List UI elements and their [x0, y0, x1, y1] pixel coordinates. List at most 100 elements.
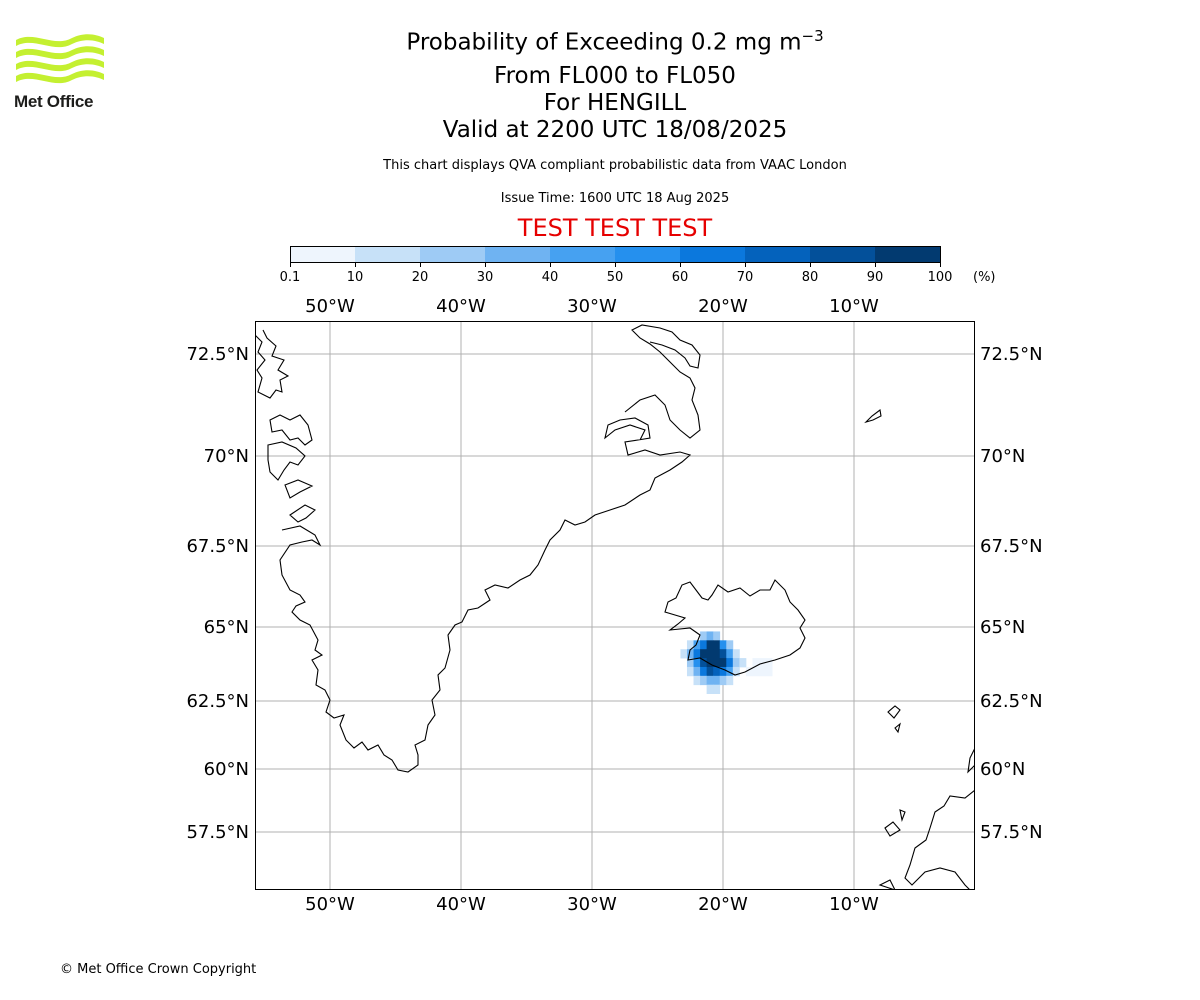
probability-cell: [726, 649, 734, 659]
logo-text: Met Office: [14, 92, 94, 111]
probability-cell: [693, 658, 701, 668]
probability-cell: [713, 675, 721, 686]
colorbar-cell: [745, 246, 811, 263]
probability-cell: [745, 666, 753, 677]
probability-cell: [686, 649, 694, 659]
flight-level-range: From FL000 to FL050: [494, 63, 736, 89]
probability-cell: [706, 684, 714, 694]
colorbar-tick-label: 0.1: [279, 270, 301, 285]
probability-cell: [700, 666, 708, 677]
probability-cell: [700, 675, 708, 686]
latitude-label: 67.5°N: [186, 536, 249, 557]
chart-title-exponent: −3: [801, 27, 824, 45]
probability-cell: [732, 649, 740, 659]
probability-cell: [700, 658, 708, 668]
latitude-label: 57.5°N: [186, 822, 249, 843]
probability-cell: [765, 658, 773, 668]
probability-cell: [759, 666, 766, 677]
colorbar-cell: [290, 246, 356, 263]
map-frame: [255, 321, 975, 890]
probability-cell: [706, 649, 714, 659]
faroe-coastline: [887, 705, 901, 734]
colorbar-cell: [615, 246, 681, 263]
probability-cell: [732, 666, 740, 677]
probability-cell: [719, 640, 727, 650]
chart-title-text: Probability of Exceeding 0.2 mg m: [406, 29, 802, 56]
longitude-label: 40°W: [436, 894, 486, 915]
probability-cell: [759, 658, 766, 668]
colorbar-tick-label: 10: [346, 270, 364, 285]
probability-cell: [713, 649, 721, 659]
probability-cell: [706, 675, 714, 686]
latitude-label: 60°N: [980, 759, 1025, 780]
longitude-label: 20°W: [698, 296, 748, 317]
greenland-coastline: [255, 324, 701, 773]
longitude-label: 30°W: [567, 296, 617, 317]
colorbar: [290, 246, 941, 267]
longitude-label: 50°W: [305, 894, 355, 915]
colorbar-tick-label: 90: [866, 270, 884, 285]
colorbar-tick-label: 70: [736, 270, 754, 285]
colorbar-cell: [550, 246, 616, 263]
probability-cell: [713, 658, 721, 668]
probability-cell: [765, 666, 773, 677]
probability-cell: [700, 640, 708, 650]
probability-cell: [752, 658, 760, 668]
latitude-label: 72.5°N: [980, 344, 1043, 365]
probability-cell: [693, 649, 701, 659]
probability-cell: [726, 666, 734, 677]
colorbar-cell: [680, 246, 746, 263]
latitude-label: 70°N: [980, 446, 1025, 467]
test-banner: TEST TEST TEST: [517, 214, 713, 242]
probability-cell: [700, 631, 708, 641]
longitude-label: 50°W: [305, 296, 355, 317]
latitude-label: 72.5°N: [186, 344, 249, 365]
latitude-label: 70°N: [204, 446, 249, 467]
probability-cell: [713, 684, 721, 694]
colorbar-cell: [485, 246, 551, 263]
probability-cell: [739, 658, 747, 668]
colorbar-unit: (%): [973, 270, 996, 285]
colorbar-cell: [355, 246, 421, 263]
colorbar-tick-label: 100: [927, 270, 953, 285]
probability-cell: [726, 640, 734, 650]
probability-cell: [713, 631, 721, 641]
probability-cell: [693, 675, 701, 686]
colorbar-tick-label: 60: [671, 270, 689, 285]
longitude-label: 20°W: [698, 894, 748, 915]
latitude-label: 62.5°N: [980, 691, 1043, 712]
colorbar-tick-label: 20: [411, 270, 429, 285]
probability-cell: [719, 666, 727, 677]
longitude-label: 10°W: [829, 894, 879, 915]
coastlines: [255, 324, 975, 890]
volcano-name: For HENGILL: [543, 90, 687, 116]
latitude-label: 60°N: [204, 759, 249, 780]
jan-mayen-coastline: [864, 409, 882, 424]
probability-cell: [713, 640, 721, 650]
copyright-notice: © Met Office Crown Copyright: [60, 962, 257, 977]
colorbar-tick-label: 80: [801, 270, 819, 285]
chart-description: This chart displays QVA compliant probab…: [383, 158, 847, 173]
probability-cell: [680, 649, 688, 659]
probability-cell: [726, 658, 734, 668]
probability-cell: [719, 649, 727, 659]
probability-cell: [706, 666, 714, 677]
latitude-label: 65°N: [980, 617, 1025, 638]
probability-cell: [752, 666, 760, 677]
probability-cell: [713, 666, 721, 677]
colorbar-tick-label: 30: [476, 270, 494, 285]
latitude-label: 65°N: [204, 617, 249, 638]
probability-cell: [686, 658, 694, 668]
latitude-label: 67.5°N: [980, 536, 1043, 557]
probability-cell: [706, 631, 714, 641]
probability-cell: [706, 658, 714, 668]
probability-cell: [686, 666, 694, 677]
probability-cell: [693, 666, 701, 677]
colorbar-cell: [810, 246, 876, 263]
colorbar-cell: [420, 246, 486, 263]
probability-cell: [719, 675, 727, 686]
probability-cell: [706, 640, 714, 650]
iceland-coastline: [664, 579, 806, 676]
valid-time: Valid at 2200 UTC 18/08/2025: [442, 117, 788, 143]
probability-cell: [719, 658, 727, 668]
